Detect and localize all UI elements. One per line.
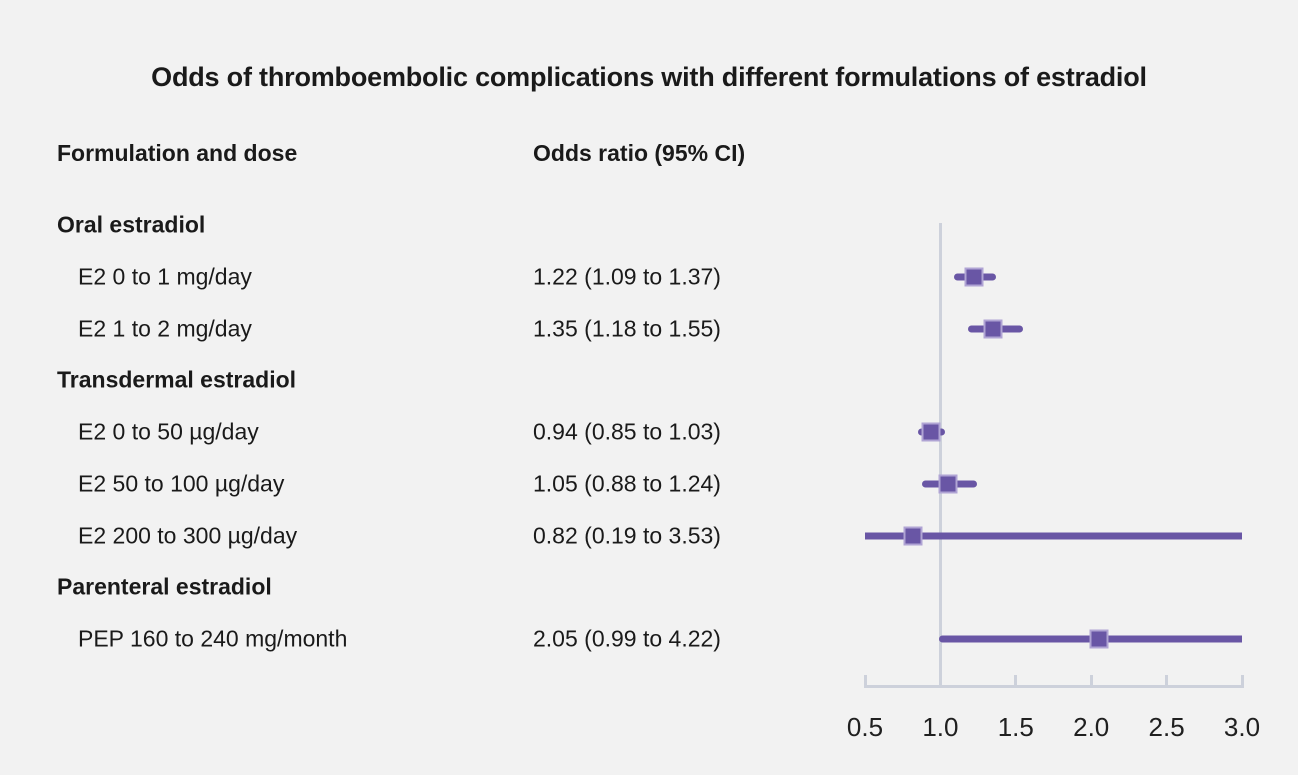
odds-ratio-value: 0.82 (0.19 to 3.53) — [533, 522, 721, 548]
column-header-formulation: Formulation and dose — [57, 140, 298, 166]
group-label: Transdermal estradiol — [57, 366, 297, 393]
ci-marker — [964, 267, 984, 287]
x-axis-tick — [1014, 675, 1018, 685]
x-axis-tick-label: 3.0 — [1223, 712, 1261, 742]
x-axis-tick — [1165, 675, 1169, 685]
ci-line — [865, 532, 1242, 539]
x-axis-tick — [938, 675, 942, 685]
x-axis-tick-label: 2.5 — [1148, 712, 1185, 742]
row-label: E2 200 to 300 µg/day — [78, 522, 298, 548]
ci-marker — [921, 422, 941, 442]
row-label: E2 50 to 100 µg/day — [78, 470, 285, 497]
x-axis-line — [863, 685, 1244, 688]
row-label: PEP 160 to 240 mg/month — [78, 625, 348, 652]
x-axis-tick-label: 1.0 — [922, 712, 959, 742]
ci-marker — [983, 319, 1003, 338]
ci-marker — [903, 526, 923, 545]
odds-ratio-value: 0.94 (0.85 to 1.03) — [533, 418, 721, 445]
row-label: E2 0 to 50 µg/day — [78, 418, 259, 445]
odds-ratio-value: 1.05 (0.88 to 1.24) — [533, 470, 721, 497]
ci-marker — [1089, 629, 1109, 649]
x-axis-tick-label: 2.0 — [1073, 712, 1110, 742]
x-axis-tick — [1240, 675, 1244, 685]
odds-ratio-value: 2.05 (0.99 to 4.22) — [533, 625, 721, 652]
odds-ratio-value: 1.35 (1.18 to 1.55) — [533, 315, 721, 341]
group-label: Parenteral estradiol — [57, 573, 272, 600]
row-label: E2 0 to 1 mg/day — [78, 263, 252, 290]
ci-marker — [938, 474, 958, 494]
chart-title: Odds of thromboembolic complications wit… — [151, 62, 1147, 92]
column-header-odds-ratio: Odds ratio (95% CI) — [533, 140, 746, 166]
x-axis-tick — [863, 675, 867, 685]
x-axis-tick — [1089, 675, 1093, 685]
group-label: Oral estradiol — [57, 211, 206, 238]
reference-line — [938, 223, 942, 688]
row-label: E2 1 to 2 mg/day — [78, 315, 252, 341]
odds-ratio-value: 1.22 (1.09 to 1.37) — [533, 263, 721, 290]
x-axis-tick-label: 1.5 — [997, 712, 1034, 742]
x-axis-tick-label: 0.5 — [846, 712, 884, 742]
